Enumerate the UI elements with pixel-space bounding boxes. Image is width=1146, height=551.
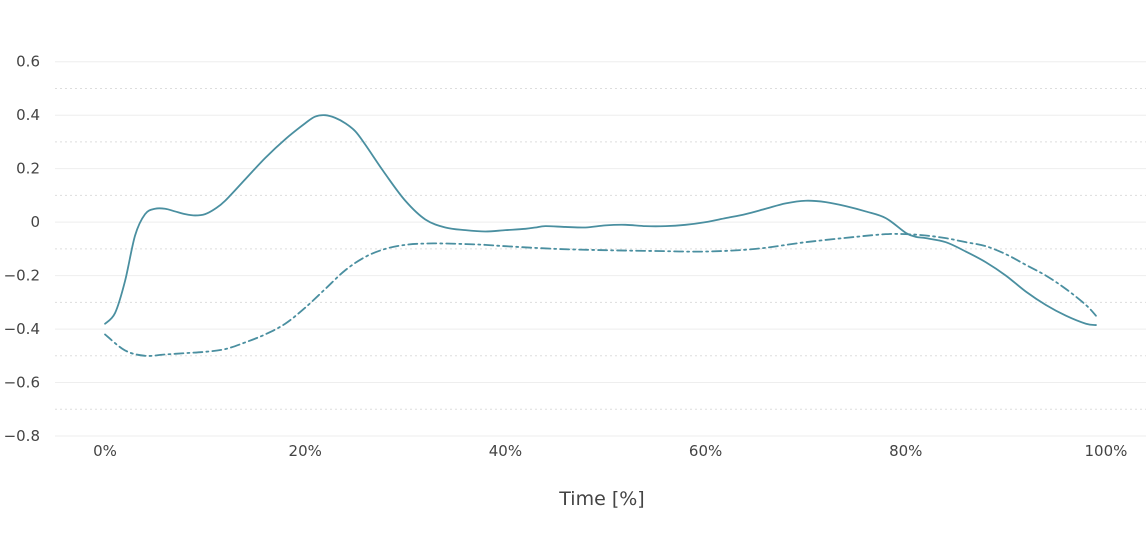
y-tick-label: −0.8 (4, 427, 40, 445)
x-tick-label: 80% (889, 442, 922, 460)
y-tick-label: −0.4 (4, 320, 40, 338)
x-tick-label: 20% (289, 442, 322, 460)
y-tick-label: 0 (30, 213, 40, 231)
x-tick-label: 60% (689, 442, 722, 460)
x-tick-label: 40% (489, 442, 522, 460)
x-axis: 0% 20% 40% 60% 80% 100% (93, 442, 1127, 460)
y-tick-label: −0.2 (4, 267, 40, 285)
x-tick-label: 0% (93, 442, 117, 460)
series-layer (104, 114, 1097, 357)
y-tick-label: 0.2 (16, 160, 40, 178)
grid-layer (55, 61, 1146, 437)
y-tick-label: 0.6 (16, 53, 40, 71)
y-axis: 0.6 0.4 0.2 0 −0.2 −0.4 −0.6 −0.8 (4, 53, 40, 445)
y-tick-label: −0.6 (4, 374, 40, 392)
series-line-dashdot (104, 233, 1097, 357)
series-line-solid (104, 114, 1097, 326)
x-axis-title: Time [%] (558, 488, 644, 510)
x-tick-label: 100% (1085, 442, 1128, 460)
y-tick-label: 0.4 (16, 106, 40, 124)
